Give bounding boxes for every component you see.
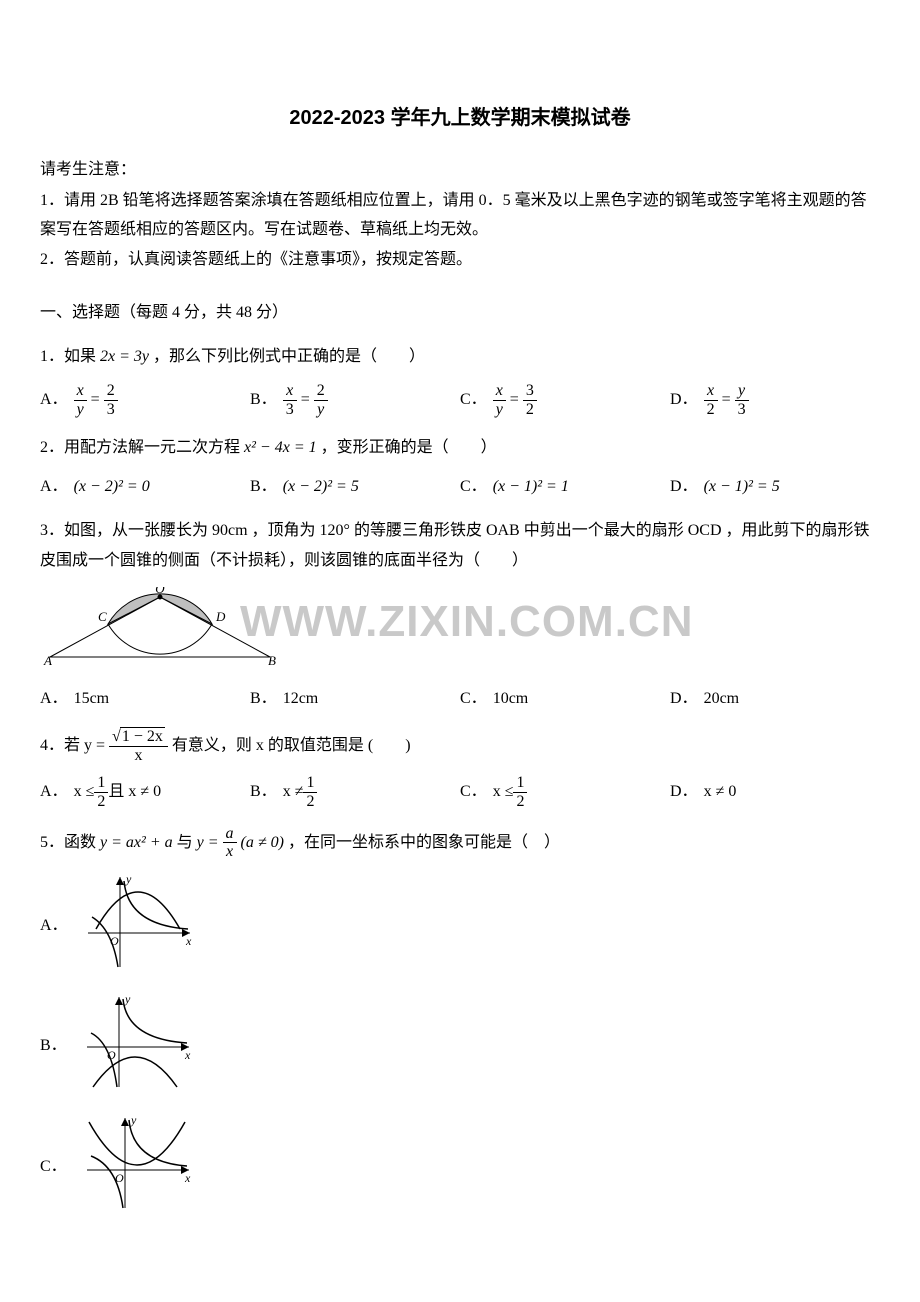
opt-label-a: A． bbox=[40, 386, 68, 415]
page-title: 2022-2023 学年九上数学期末模拟试卷 bbox=[40, 100, 880, 136]
q1-stem-b: ，那么下列比例式中正确的是（ ） bbox=[153, 348, 425, 365]
notice-line-1: 1．请用 2B 铅笔将选择题答案涂填在答题纸相应位置上，请用 0．5 毫米及以上… bbox=[40, 187, 880, 245]
q3-diagram: O C D A B bbox=[40, 587, 880, 678]
q3-opt-a: A．15cm bbox=[40, 685, 250, 714]
q5-stem-a: 5．函数 bbox=[40, 833, 96, 850]
q1-eq: 2x = 3y bbox=[100, 348, 149, 365]
svg-text:y: y bbox=[124, 992, 131, 1006]
q3-opt-c: C．10cm bbox=[460, 685, 670, 714]
q1-opt-c: C． xy = 32 bbox=[460, 382, 670, 418]
q1-options: A． xy = 23 B． x3 = 2y C． xy = 32 D． x2 =… bbox=[40, 382, 880, 418]
q2-options: A．(x − 2)² = 0 B．(x − 2)² = 5 C．(x − 1)²… bbox=[40, 473, 880, 502]
opt-label-b: B． bbox=[250, 386, 277, 415]
q2-stem-b: ，变形正确的是（ ） bbox=[321, 439, 497, 456]
q5-opt-a: A． O x y bbox=[40, 871, 880, 982]
q5-opt-c: C． O x y bbox=[40, 1112, 880, 1223]
section-1-head: 一、选择题（每题 4 分，共 48 分） bbox=[40, 299, 880, 328]
q2-opt-b: B．(x − 2)² = 5 bbox=[250, 473, 460, 502]
q2-opt-c: C．(x − 1)² = 1 bbox=[460, 473, 670, 502]
q1-opt-b: B． x3 = 2y bbox=[250, 382, 460, 418]
q5-paren: (a ≠ 0) bbox=[241, 833, 284, 850]
question-3: 3．如图，从一张腰长为 90cm ，顶角为 120° 的等腰三角形铁皮 OAB … bbox=[40, 516, 880, 577]
q4-opt-d: D． x ≠ 0 bbox=[670, 778, 880, 807]
svg-text:O: O bbox=[155, 587, 165, 596]
q5-mid: 与 bbox=[177, 833, 193, 850]
q1-opt-d: D． x2 = y3 bbox=[670, 382, 880, 418]
svg-text:y: y bbox=[125, 872, 132, 886]
q1-opt-a: A． xy = 23 bbox=[40, 382, 250, 418]
q4-stem-b: 有意义，则 x 的取值范围是 ( ) bbox=[172, 737, 411, 754]
notice-head: 请考生注意： bbox=[40, 156, 880, 185]
svg-text:x: x bbox=[184, 1048, 191, 1062]
q5-stem-b: ，在同一坐标系中的图象可能是（ ） bbox=[288, 833, 560, 850]
svg-text:C: C bbox=[98, 609, 107, 624]
q4-opt-a: A． x ≤ 12 且 x ≠ 0 bbox=[40, 774, 250, 810]
question-5: 5．函数 y = ax² + a 与 y = ax (a ≠ 0) ，在同一坐标… bbox=[40, 825, 880, 861]
q5-graph-c: O x y bbox=[77, 1112, 197, 1223]
q1-stem-a: 1．如果 bbox=[40, 348, 96, 365]
q3-options: A．15cm B．12cm C．10cm D．20cm bbox=[40, 685, 880, 714]
q2-stem-a: 2．用配方法解一元二次方程 bbox=[40, 439, 240, 456]
svg-text:O: O bbox=[107, 1048, 116, 1062]
q5-graph-b: O x y bbox=[77, 991, 197, 1102]
question-1: 1．如果 2x = 3y ，那么下列比例式中正确的是（ ） bbox=[40, 342, 880, 372]
opt-label-c: C． bbox=[460, 386, 487, 415]
q4-opt-b: B． x ≠ 12 bbox=[250, 774, 460, 810]
svg-text:x: x bbox=[184, 1171, 191, 1185]
q5-graph-a: O x y bbox=[78, 871, 198, 982]
page-content: 2022-2023 学年九上数学期末模拟试卷 请考生注意： 1．请用 2B 铅笔… bbox=[40, 100, 880, 1223]
q2-opt-a: A．(x − 2)² = 0 bbox=[40, 473, 250, 502]
notice-line-2: 2．答题前，认真阅读答题纸上的《注意事项》，按规定答题。 bbox=[40, 246, 880, 275]
q4-lhs: y = bbox=[84, 737, 105, 754]
q5-eq2-lhs: y = bbox=[197, 833, 219, 850]
svg-text:B: B bbox=[268, 653, 276, 667]
q4-options: A． x ≤ 12 且 x ≠ 0 B． x ≠ 12 C． x ≤ 12 D．… bbox=[40, 774, 880, 810]
opt-label-d: D． bbox=[670, 386, 698, 415]
svg-text:y: y bbox=[130, 1113, 137, 1127]
q2-opt-d: D．(x − 1)² = 5 bbox=[670, 473, 880, 502]
svg-text:x: x bbox=[185, 934, 192, 948]
q4-opt-c: C． x ≤ 12 bbox=[460, 774, 670, 810]
question-2: 2．用配方法解一元二次方程 x² − 4x = 1 ，变形正确的是（ ） bbox=[40, 433, 880, 463]
svg-text:D: D bbox=[215, 609, 226, 624]
q4-stem-a: 4．若 bbox=[40, 737, 80, 754]
q3-opt-d: D．20cm bbox=[670, 685, 880, 714]
question-4: 4．若 y = √1 − 2x x 有意义，则 x 的取值范围是 ( ) bbox=[40, 728, 880, 764]
svg-text:A: A bbox=[43, 653, 52, 667]
q5-opt-b: B． O x y bbox=[40, 991, 880, 1102]
q5-eq1: y = ax² + a bbox=[100, 833, 173, 850]
svg-text:O: O bbox=[110, 934, 119, 948]
q3-opt-b: B．12cm bbox=[250, 685, 460, 714]
svg-text:O: O bbox=[115, 1171, 124, 1185]
q2-eq: x² − 4x = 1 bbox=[244, 439, 317, 456]
